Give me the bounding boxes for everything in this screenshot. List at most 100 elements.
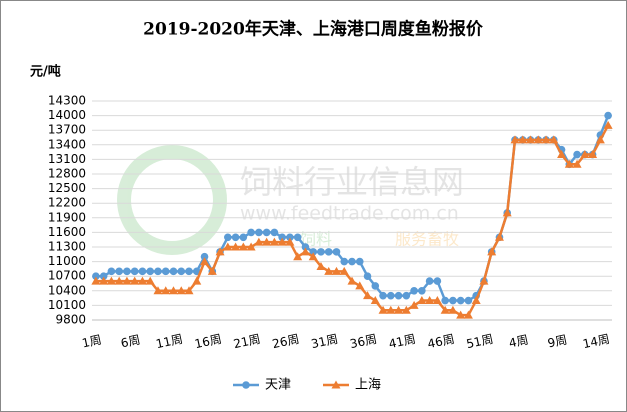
y-tick-label: 14000 [48, 108, 86, 122]
data-point [580, 150, 590, 159]
watermark-text: www.feedtrade.com.cn [240, 203, 459, 225]
data-point [114, 276, 124, 285]
data-point [207, 266, 217, 275]
data-point [184, 286, 194, 295]
data-point [588, 150, 598, 159]
y-tick-label: 12500 [48, 181, 86, 195]
chart-title: 2019-2020年天津、上海港口周度鱼粉报价 [143, 19, 484, 40]
data-point [448, 305, 458, 314]
data-point [456, 310, 466, 319]
data-point [192, 276, 202, 285]
data-point [278, 233, 286, 242]
data-point [363, 291, 373, 300]
data-point [402, 291, 411, 300]
data-point [200, 252, 209, 261]
y-tick-label: 12800 [48, 167, 86, 181]
data-point [293, 252, 303, 261]
data-point [99, 272, 108, 281]
data-point [355, 281, 365, 290]
data-point [231, 242, 241, 251]
data-point [277, 237, 287, 246]
x-tick-label: 1周 [81, 333, 103, 351]
data-point [246, 242, 256, 251]
watermark-text: 服务畜牧 [395, 230, 459, 249]
legend-label: 上海 [355, 378, 381, 393]
data-point [394, 305, 404, 314]
x-tick-label: 41周 [387, 332, 417, 351]
data-point [339, 266, 349, 275]
data-point [185, 267, 193, 276]
data-point [604, 111, 612, 120]
data-point [130, 267, 139, 276]
data-point [347, 276, 357, 285]
watermark-text: 饲料行业信息网 [240, 163, 464, 201]
x-tick-label: 21周 [232, 332, 262, 351]
data-point [572, 159, 582, 168]
data-point [301, 243, 310, 251]
data-point [169, 267, 178, 276]
data-point [494, 232, 504, 241]
data-point [293, 233, 302, 242]
data-point [255, 228, 263, 237]
data-point [99, 276, 109, 285]
data-point [370, 296, 380, 305]
y-tick-label: 10100 [48, 298, 86, 312]
legend-marker [242, 381, 250, 389]
data-point [300, 247, 310, 256]
legend-label: 天津 [265, 378, 291, 393]
data-point [223, 242, 233, 251]
y-tick-label: 13100 [48, 152, 86, 166]
data-point [564, 159, 574, 168]
x-tick-label: 14周 [581, 332, 611, 351]
data-point [331, 266, 341, 275]
y-axis-label: 元/吨 [30, 64, 61, 80]
data-point [340, 257, 349, 266]
data-point [425, 296, 435, 305]
data-point [262, 237, 272, 246]
data-point [410, 287, 418, 295]
watermark-text: 饲料 [300, 230, 332, 249]
x-tick-label: 6周 [120, 333, 142, 351]
data-point [138, 267, 147, 276]
x-tick-label: 51周 [465, 332, 495, 351]
data-point [122, 276, 132, 285]
data-point [418, 287, 426, 295]
y-tick-label: 12200 [48, 196, 86, 210]
data-point [270, 228, 279, 237]
y-tick-label: 13700 [48, 123, 86, 137]
data-point [573, 150, 581, 159]
data-point [308, 252, 318, 261]
data-point [146, 267, 155, 276]
y-tick-label: 11600 [48, 225, 86, 239]
data-point [541, 135, 551, 144]
data-point [106, 276, 116, 285]
x-tick-label: 31周 [310, 332, 340, 351]
data-point [309, 248, 317, 256]
data-point [91, 276, 101, 285]
data-point [154, 267, 162, 276]
data-point [231, 233, 240, 242]
data-point [176, 286, 186, 295]
y-tick-label: 10700 [48, 269, 86, 283]
data-point [168, 286, 178, 295]
y-tick-label: 14300 [48, 94, 86, 108]
x-tick-label: 11周 [155, 332, 185, 351]
data-point [449, 296, 457, 305]
x-tick-label: 16周 [193, 332, 223, 351]
data-point [401, 305, 411, 314]
data-point [549, 135, 559, 144]
data-point [269, 237, 279, 246]
data-point [595, 135, 605, 144]
data-point [502, 208, 512, 217]
data-point [153, 286, 163, 295]
data-point [371, 282, 380, 290]
legend-marker [331, 380, 341, 389]
data-point [238, 242, 248, 251]
data-point [123, 267, 131, 276]
data-point [526, 135, 536, 144]
data-point [557, 150, 567, 159]
data-point [355, 257, 364, 266]
data-point [177, 267, 186, 276]
